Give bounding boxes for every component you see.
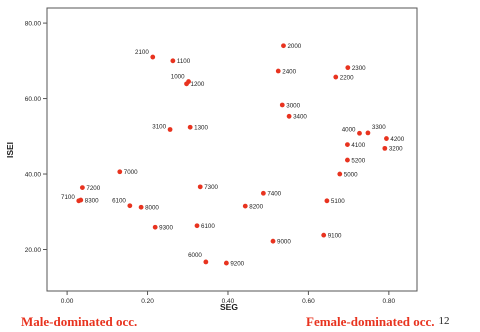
data-point: [167, 127, 173, 132]
data-point: [79, 185, 85, 191]
data-point: [321, 232, 327, 238]
point-label: 5000: [344, 171, 358, 178]
footer-female-dominated: Female-dominated occ. 12: [306, 314, 450, 330]
point-label: 7100: [61, 194, 75, 201]
axis-ticks: 0.00 0.20 0.40 0.60 0.80 20.00 40.00 60.00 80.00: [25, 20, 396, 305]
data-point: [333, 74, 339, 80]
point-label: 9300: [159, 225, 173, 232]
data-point: [170, 58, 176, 64]
data-point: [194, 223, 200, 229]
data-point: [197, 184, 203, 190]
point-label: 8300: [85, 197, 99, 204]
point-label: 1200: [191, 81, 205, 88]
data-point: [152, 224, 158, 230]
point-label: 3200: [389, 146, 403, 153]
point-label: 8200: [249, 203, 263, 210]
data-point: [184, 81, 189, 87]
x-tick-label: 0.40: [222, 298, 235, 305]
point-label: 2200: [340, 74, 354, 81]
point-label: 1000: [171, 74, 185, 81]
point-label: 6000: [188, 252, 202, 259]
data-point: [382, 145, 388, 151]
data-point: [260, 190, 266, 196]
x-tick-label: 0.20: [141, 298, 154, 305]
footer-male-dominated: Male-dominated occ.: [21, 314, 138, 329]
point-label: 9100: [328, 232, 342, 239]
data-point: [345, 157, 350, 163]
y-tick-label: 20.00: [25, 247, 42, 254]
y-tick-label: 40.00: [25, 171, 42, 178]
point-label: 6100: [112, 198, 126, 205]
point-label: 5100: [331, 198, 345, 205]
data-point: [275, 68, 281, 74]
data-point: [203, 259, 209, 265]
footer-female-label: Female-dominated occ.: [306, 314, 435, 329]
data-point: [357, 130, 362, 136]
x-tick-label: 0.80: [383, 298, 396, 305]
data-point: [270, 238, 276, 244]
point-label: 8000: [145, 205, 159, 212]
x-axis-title: SEG: [220, 302, 238, 312]
point-label: 7000: [124, 169, 138, 176]
data-point: [223, 260, 229, 266]
data-point: [127, 203, 133, 209]
point-label: 9000: [277, 238, 291, 245]
point-label: 3000: [286, 102, 300, 109]
point-label: 4100: [351, 142, 365, 149]
x-tick-label: 0.00: [61, 298, 74, 305]
point-label: 1100: [177, 58, 191, 65]
y-axis-title: ISEI: [5, 142, 15, 158]
x-tick-label: 0.60: [302, 298, 315, 305]
point-label: 3300: [372, 124, 386, 131]
point-label: 5200: [351, 157, 365, 164]
y-tick-label: 60.00: [25, 96, 42, 103]
point-label: 6100: [201, 223, 215, 230]
data-point: [384, 136, 389, 141]
data-point: [345, 65, 351, 71]
plot-frame: [46, 7, 418, 292]
point-label: 4200: [390, 136, 404, 143]
data-point: [78, 197, 84, 203]
data-point: [286, 113, 292, 119]
point-label: 1300: [194, 125, 208, 132]
data-point: [324, 198, 330, 204]
data-point: [279, 102, 285, 108]
point-label: 3400: [293, 114, 307, 121]
data-point: [150, 54, 156, 60]
page-number: 12: [438, 315, 450, 327]
point-label: 7400: [267, 191, 281, 198]
point-label: 7300: [204, 184, 218, 191]
point-label: 4000: [342, 126, 356, 133]
data-point: [281, 43, 286, 49]
point-label: 2300: [352, 65, 366, 72]
data-point: [365, 130, 371, 136]
point-label: 2000: [287, 43, 301, 50]
point-label: 2400: [282, 68, 296, 75]
data-point: [345, 142, 350, 147]
data-point: [138, 204, 144, 210]
point-label: 7200: [86, 185, 100, 192]
point-label: 9200: [230, 260, 244, 267]
data-point: [187, 124, 193, 130]
data-points: 1100 2100 1000 1200 2000 2400 2300 2200 3000 3400…: [61, 43, 405, 267]
y-tick-label: 80.00: [25, 20, 42, 27]
data-point: [117, 169, 123, 175]
point-label: 2100: [135, 49, 149, 56]
data-point: [337, 171, 343, 177]
data-point: [242, 203, 248, 209]
point-label: 3100: [152, 124, 166, 131]
